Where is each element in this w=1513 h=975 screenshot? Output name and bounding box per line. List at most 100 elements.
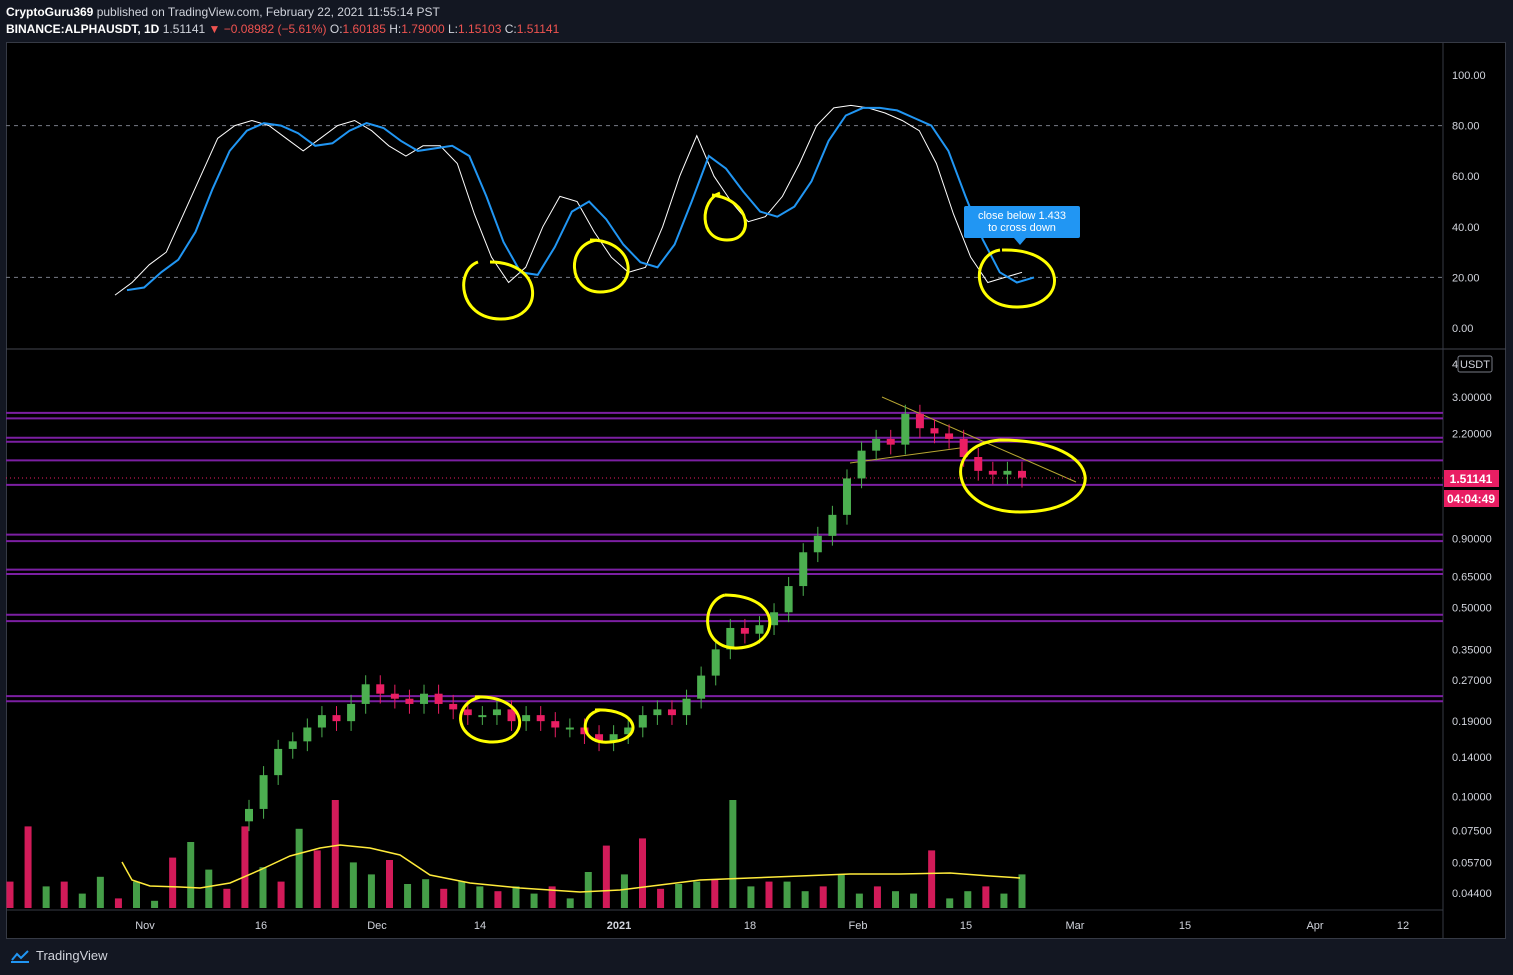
currency-prefix: 4 <box>1452 359 1458 371</box>
callout-line2: to cross down <box>988 222 1056 234</box>
volume-bar <box>277 881 285 908</box>
candle-body <box>945 433 954 439</box>
candle-body <box>755 625 764 634</box>
candle-body <box>974 457 983 471</box>
volume-bar <box>440 888 448 908</box>
volume-bar <box>241 826 249 908</box>
annotation-circles <box>459 191 1087 744</box>
volume-bar <box>566 898 574 908</box>
candle-body <box>376 684 385 694</box>
stoch-tick: 0.00 <box>1452 323 1473 335</box>
price-tick: 3.00000 <box>1452 392 1492 404</box>
time-tick: Nov <box>135 920 155 932</box>
candle-body <box>697 675 706 699</box>
annotation-callout[interactable]: close below 1.433 to cross down <box>964 206 1080 245</box>
volume-bar <box>747 886 755 908</box>
candle-body <box>492 709 501 716</box>
time-tick: Apr <box>1306 920 1323 932</box>
candle-body <box>959 438 968 458</box>
volume-bar <box>151 900 159 908</box>
price-tick: 0.05700 <box>1452 858 1492 870</box>
open-label: O: <box>329 22 343 36</box>
time-tick: 2021 <box>607 920 631 932</box>
candle-body <box>595 734 604 742</box>
candle-body <box>259 775 268 809</box>
candle-body <box>522 715 531 722</box>
volume-ma-line <box>121 844 1021 893</box>
price-tick: 0.19000 <box>1452 716 1492 728</box>
callout-line1: close below 1.433 <box>978 210 1066 222</box>
volume-bar <box>295 828 303 908</box>
time-tick: 14 <box>474 920 486 932</box>
callout-box[interactable] <box>964 206 1080 238</box>
volume-bar <box>476 886 484 908</box>
volume-bar <box>548 886 556 908</box>
circle-price-2[interactable] <box>706 593 772 650</box>
stoch-k-line <box>114 104 1023 296</box>
volume-bar <box>114 898 122 908</box>
volume-bar <box>60 881 68 908</box>
candle-body <box>449 703 458 710</box>
candle-body <box>551 721 560 728</box>
publisher-name[interactable]: CryptoGuru369 <box>6 5 94 19</box>
price-tick: 0.50000 <box>1452 602 1492 614</box>
circle-stoch-1[interactable] <box>462 260 535 321</box>
time-tick: 12 <box>1397 920 1409 932</box>
candle-body <box>288 741 297 749</box>
time-tick: Mar <box>1066 920 1085 932</box>
circle-stoch-4[interactable] <box>977 248 1056 309</box>
candle-body <box>726 627 735 650</box>
volume-bar <box>1018 874 1026 908</box>
candle-body <box>565 727 574 730</box>
volume-bar <box>349 862 357 908</box>
candle-body <box>361 684 370 704</box>
ascending-trendline[interactable] <box>849 447 961 464</box>
circle-price-3[interactable] <box>459 695 522 744</box>
symbol-name[interactable]: BINANCE:ALPHAUSDT, 1D <box>6 22 160 36</box>
circle-stoch-3[interactable] <box>703 191 747 242</box>
chart-container[interactable] <box>6 42 1506 939</box>
footer-brand[interactable]: TradingView <box>36 948 108 963</box>
volume-bar <box>819 886 827 908</box>
volume-bar <box>657 888 665 908</box>
volume-bar <box>602 845 610 908</box>
volume-bar <box>313 850 321 908</box>
volume-bar <box>639 838 646 908</box>
candle-body <box>478 715 487 718</box>
candle-body <box>1018 470 1026 478</box>
circle-price-1[interactable] <box>959 438 1087 514</box>
volume-bar <box>331 800 339 908</box>
candle-body <box>828 514 837 536</box>
volume-bar <box>982 886 990 908</box>
volume-bar <box>620 874 628 908</box>
volume-bar <box>6 881 14 908</box>
volume-bar <box>187 842 195 908</box>
volume-bar <box>675 884 683 908</box>
price-tick: 0.10000 <box>1452 792 1492 804</box>
currency-tag[interactable]: 4 USDT <box>1452 355 1493 373</box>
descending-trendline[interactable] <box>881 396 1077 483</box>
candle-body <box>405 698 414 704</box>
volume-bar <box>169 857 177 908</box>
volume-bar <box>711 879 719 908</box>
candle-body <box>420 693 429 704</box>
publish-info: CryptoGuru369 published on TradingView.c… <box>6 5 440 19</box>
volume-bar <box>512 886 520 908</box>
candle-body <box>682 698 691 716</box>
countdown-tag-text: 04:04:49 <box>1447 492 1495 506</box>
candle-body <box>390 693 399 699</box>
high-value: 1.79000 <box>401 22 445 36</box>
price-tick: 0.27000 <box>1452 675 1492 687</box>
time-tick: 15 <box>1179 920 1191 932</box>
high-label: H: <box>389 22 402 36</box>
circle-stoch-2[interactable] <box>572 238 630 294</box>
low-label: L: <box>448 22 459 36</box>
volume-bar <box>259 867 267 908</box>
volume-bar <box>24 826 32 908</box>
circle-price-4[interactable] <box>583 708 635 744</box>
volume-bar <box>783 881 791 908</box>
candle-body <box>872 438 881 451</box>
volume-bar <box>404 884 412 908</box>
candle-body <box>988 470 997 475</box>
